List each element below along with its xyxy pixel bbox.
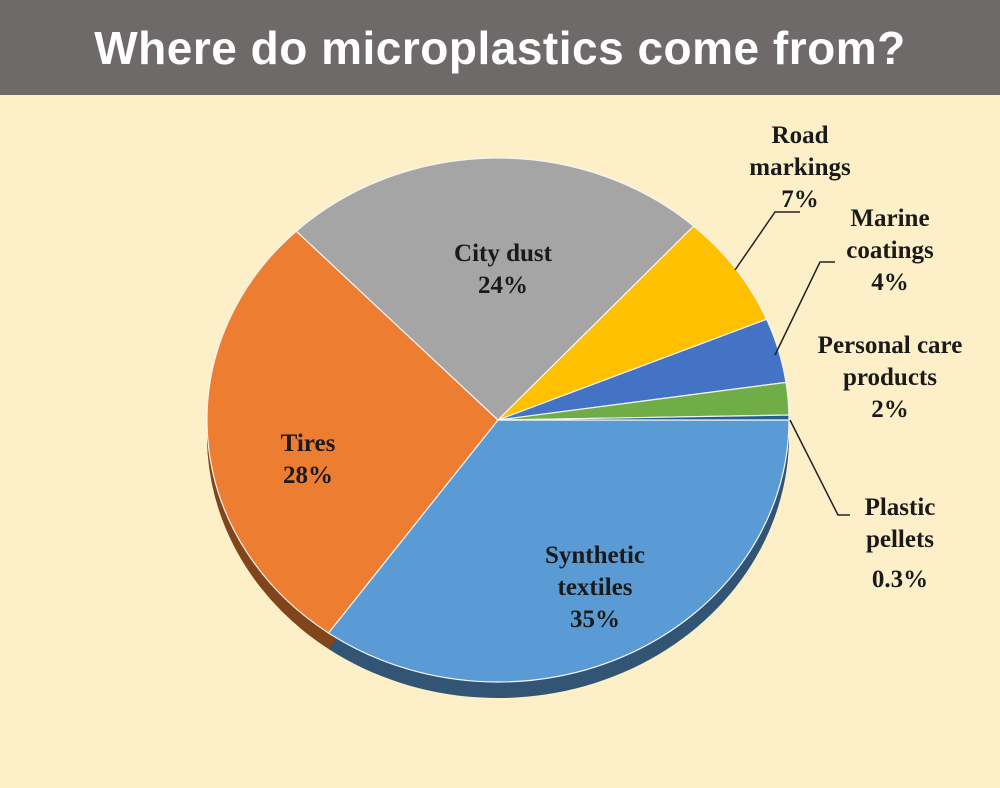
leader-line	[789, 419, 850, 516]
slice-label: Marine coatings 4%	[815, 203, 965, 299]
slice	[327, 419, 790, 683]
slice-label: Tires 28%	[248, 428, 368, 492]
value-label: 24%	[478, 272, 528, 299]
slice-label: City dust 24%	[403, 238, 603, 302]
category-label: Personal care products	[817, 332, 963, 391]
value-label: 7%	[781, 186, 819, 213]
slice-label: Road markings 7%	[725, 120, 875, 216]
slice-label: Personal care products 2%	[785, 330, 995, 426]
slice-label: Plastic pellets 0.3%	[840, 492, 960, 596]
slice	[497, 414, 790, 421]
value-label: 35%	[570, 606, 620, 633]
chart-title: Where do microplastics come from?	[94, 21, 906, 74]
category-label: Tires	[280, 430, 336, 457]
value-label: 4%	[871, 269, 909, 296]
leader-line	[774, 261, 835, 356]
value-label: 0.3%	[871, 566, 929, 593]
category-label: City dust	[454, 240, 552, 267]
category-label: Synthetic textiles	[545, 542, 645, 601]
leader-line	[734, 211, 800, 271]
slice	[206, 230, 499, 634]
category-label: Plastic pellets	[864, 494, 936, 553]
title-bar: Where do microplastics come from?	[0, 0, 1000, 95]
category-label: Marine coatings	[846, 205, 934, 264]
value-label: 2%	[871, 396, 909, 423]
value-label: 28%	[283, 462, 333, 489]
slice	[295, 157, 695, 421]
category-label: Road markings	[749, 122, 851, 181]
slice-label: Synthetic textiles 35%	[515, 540, 675, 636]
